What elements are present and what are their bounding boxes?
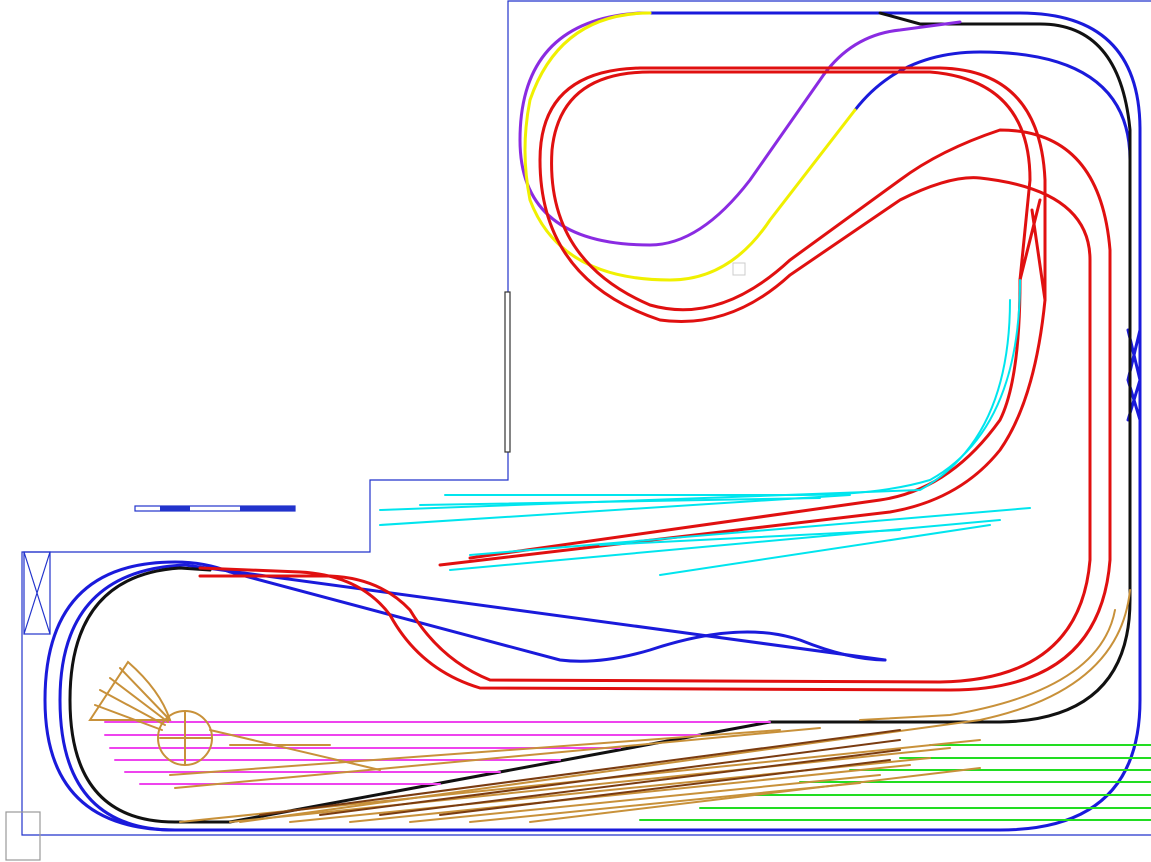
door [505,292,510,452]
branch-purple [520,13,960,245]
loop-red [200,68,1090,682]
column [6,812,40,860]
track-plan [0,0,1151,862]
scale-bar-fill [160,506,190,511]
room-outline [6,1,1151,860]
mainline-blue [45,13,1140,830]
mainline-black [70,13,1130,822]
yard-cyan [380,300,1010,510]
wall [22,1,1151,835]
yard-magenta [105,722,770,784]
tracks [45,13,1151,830]
branch-yellow [525,13,855,280]
loop-red [200,72,1110,690]
scale-bar-fill [240,506,295,511]
marker [733,263,745,275]
